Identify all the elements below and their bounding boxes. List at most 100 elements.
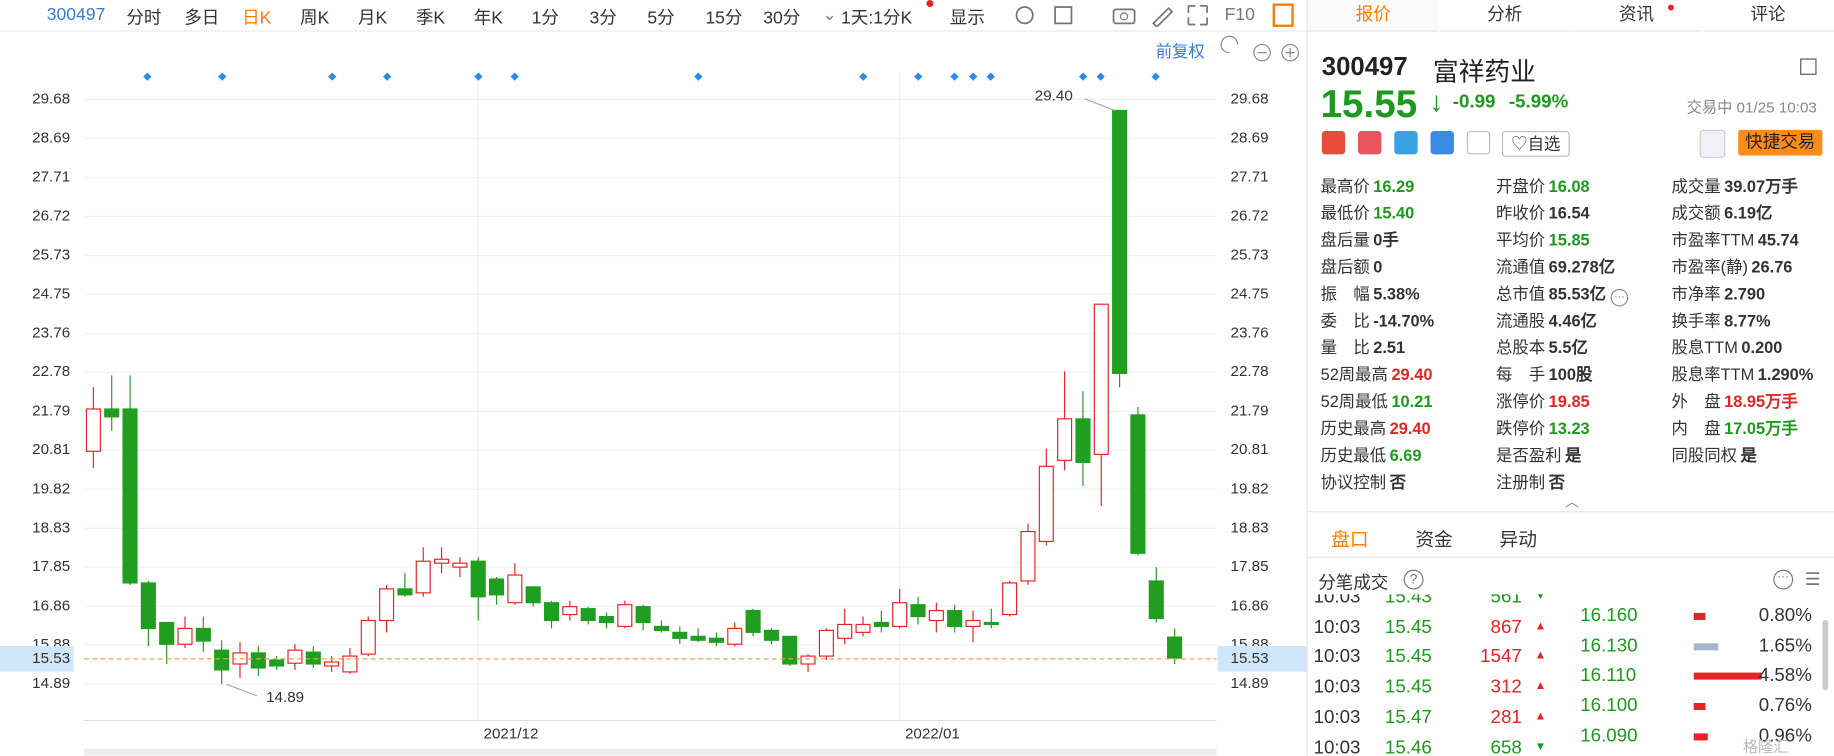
stat-value: 5.5亿 [1548,338,1588,357]
stat-row: 盘后额 0 [1321,255,1383,278]
stat-label: 注册制 [1496,472,1546,492]
sub-tab[interactable]: 异动 [1499,531,1538,551]
stat-row: 每 手 100股 [1496,363,1592,386]
y2-tick-label: 29.68 [1231,90,1269,107]
y-tick-label: 22.78 [32,363,70,380]
candle-body [745,610,761,633]
period-tab[interactable]: 日K [242,8,272,29]
period-tab[interactable]: 15分 [705,8,743,29]
scrollbar[interactable] [1822,619,1829,691]
settings-icon[interactable] [1015,6,1034,25]
y2-tick-label: 17.85 [1231,558,1269,575]
stat-row: 是否盈利是 [1496,443,1581,466]
stat-label: 52周最低 [1320,391,1388,411]
dropdown-icon[interactable]: ⌄ [822,4,838,25]
period-tab[interactable]: 3分 [589,8,617,29]
undo-icon[interactable] [1220,35,1239,54]
current-price-box [0,645,74,672]
current-price-box [1217,645,1307,672]
pencil-icon[interactable] [1152,6,1174,27]
note-icon[interactable] [1466,131,1491,155]
trade-time: 10:03 [1313,647,1361,668]
stat-label: 52周最高 [1320,364,1388,384]
sub-tab[interactable]: 盘口 [1331,531,1369,551]
flag-icon[interactable] [1321,131,1346,155]
square-icon[interactable] [1054,6,1073,25]
period-tab[interactable]: 多日 [184,8,220,29]
quick-trade-button[interactable]: 快捷交易 [1738,129,1823,156]
fullscreen-icon[interactable] [1187,4,1209,26]
sub-tab[interactable]: 资金 [1415,531,1453,551]
panel-tab[interactable]: 报价 [1307,0,1439,32]
stat-label: 最高价 [1320,176,1370,196]
dist-pct: 0.96% [1758,726,1812,747]
candle-body [892,602,908,628]
candle-body [965,619,981,628]
display-menu[interactable]: 显示 [949,8,985,29]
y2-tick-label: 21.79 [1231,402,1269,419]
stat-value: 16.54 [1548,203,1590,223]
quote-panel: 300497 富祥药业 15.55 ↓ -0.99 -5.99% 交易中 01/… [1306,0,1834,756]
stat-value: 否 [1548,472,1566,492]
stat-value: 18.95万手 [1724,391,1798,411]
trade-volume: 281 [1490,707,1522,728]
y2-tick-label: 25.73 [1231,247,1269,264]
adjust-mode[interactable]: 前复权 [1156,43,1205,61]
event-marker [218,72,227,81]
panel-tab[interactable]: 资讯 [1570,0,1702,32]
min-label: 14.89 [266,689,304,706]
dist-bar [1693,703,1706,711]
scrollbar[interactable] [84,748,1217,756]
panel-tab[interactable]: 评论 [1702,0,1834,32]
period-tab[interactable]: 5分 [647,8,675,29]
watchlist-button[interactable]: ♡自选 [1501,131,1570,157]
event-marker [1151,72,1160,81]
y-tick-label: 18.83 [32,519,70,536]
panel-tab[interactable]: 分析 [1439,0,1571,32]
stat-row: 市盈率(静) 26.76 [1672,255,1793,278]
period-tab[interactable]: 季K [415,8,446,29]
trade-price: 15.45 [1384,617,1432,638]
stat-label: 历史最高 [1320,418,1387,438]
period-tab[interactable]: 分时 [126,8,162,29]
trade-time: 10:03 [1313,617,1361,638]
camera-icon[interactable] [1112,8,1136,25]
period-tab[interactable]: 周K [300,8,330,29]
watermark: 格隆汇 [1742,738,1789,756]
menu-icon[interactable] [1800,58,1817,75]
list-icon[interactable]: ☰ [1804,569,1821,590]
collapse-icon[interactable]: ︿ [1565,493,1580,510]
trade-direction: ▲ [1534,679,1547,693]
current-price-label: 15.53 [1231,650,1269,667]
candle-body [855,623,871,633]
candle-body [782,635,798,665]
stat-label: 市盈率(静) [1671,257,1748,277]
more-icon[interactable]: ··· [1773,569,1794,590]
range-select[interactable]: 1天:1分K [841,8,913,29]
kline-chart: 前复权 29.68 29.68 28.69 28.69 27.71 27.71 26.72 2… [0,35,1307,756]
zoom-out-icon[interactable] [1253,43,1271,62]
period-tab[interactable]: 月K [357,8,388,29]
shuffle-icon[interactable] [1394,131,1418,155]
event-marker [143,72,152,81]
candle-body [104,408,120,418]
hot-icon[interactable] [1358,131,1382,155]
candle-body [1057,418,1073,461]
period-tab[interactable]: 年K [473,8,503,29]
stat-label: 股息TTM [1671,338,1738,357]
help-icon[interactable]: ? [1403,569,1424,590]
stat-label: 跌停价 [1496,418,1546,438]
tag-icon[interactable] [1430,131,1454,155]
alert-button[interactable] [1699,129,1726,158]
zoom-in-icon[interactable] [1281,43,1299,62]
candle-body [983,621,999,626]
stat-value: 6.19亿 [1724,203,1773,223]
panel-toggle[interactable] [1272,3,1294,27]
stock-code[interactable]: 300497 [46,4,106,25]
tool-icons[interactable] [1013,4,1218,27]
more-icon[interactable]: ··· [1610,288,1629,307]
red-dot [1667,4,1674,11]
period-tab[interactable]: 30分 [763,8,801,29]
period-tab[interactable]: 1分 [531,8,559,29]
f10-button[interactable]: F10 [1224,4,1255,25]
